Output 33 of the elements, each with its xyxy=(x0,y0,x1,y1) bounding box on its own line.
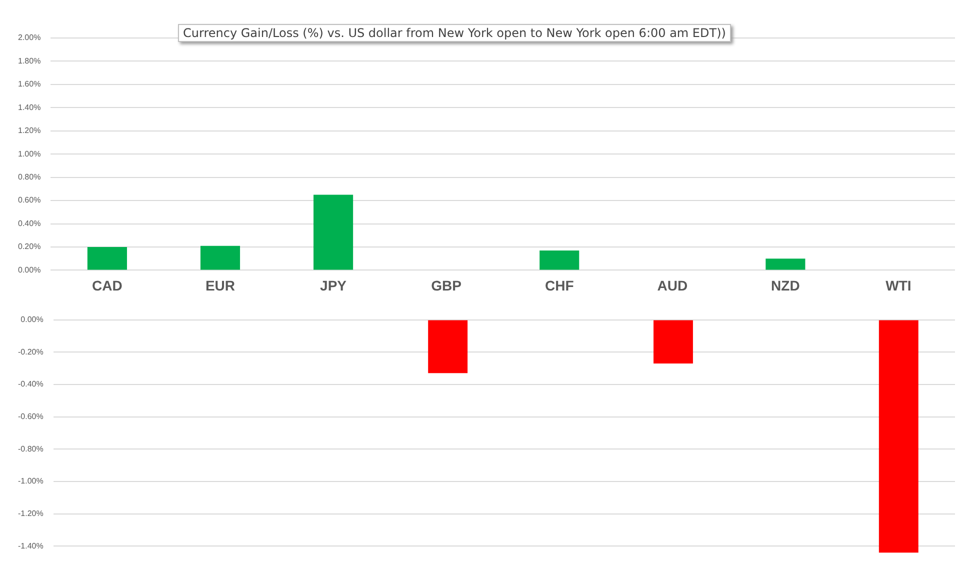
y-tick-label: -1.20% xyxy=(18,508,44,518)
y-tick-label: 1.60% xyxy=(18,80,41,89)
y-tick-label: 0.40% xyxy=(18,218,41,228)
bar xyxy=(314,194,354,270)
chart-title: Currency Gain/Loss (%) vs. US dollar from New York open to New York open 6:00 am EDT)) xyxy=(178,24,731,42)
y-tick-label: 1.40% xyxy=(18,102,41,112)
y-tick-label: 0.80% xyxy=(18,172,41,182)
x-tick-label: WTI xyxy=(886,277,912,294)
y-tick-label: 0.00% xyxy=(18,265,41,274)
y-tick-label: 1.20% xyxy=(18,126,41,136)
x-tick-label: CAD xyxy=(92,277,122,294)
y-tick-label: -1.00% xyxy=(18,476,44,486)
y-tick-label: -0.40% xyxy=(18,380,44,389)
y-tick-label: -0.60% xyxy=(18,412,44,421)
y-tick-label: -0.80% xyxy=(18,444,44,454)
bar xyxy=(200,246,240,270)
x-tick-label: CHF xyxy=(544,277,574,294)
x-tick-label: AUD xyxy=(657,277,688,294)
bar xyxy=(87,246,127,270)
y-tick-label: 0.60% xyxy=(18,196,41,205)
bar xyxy=(766,258,806,270)
y-tick-label: -1.40% xyxy=(18,541,44,550)
y-tick-label: 2.00% xyxy=(18,33,41,42)
y-tick-label: -0.20% xyxy=(18,347,44,356)
x-tick-label: EUR xyxy=(205,277,236,294)
y-tick-label: 0.00% xyxy=(20,315,44,324)
y-tick-label: 0.20% xyxy=(18,242,41,252)
x-tick-label: JPY xyxy=(320,277,348,294)
bar xyxy=(540,250,580,270)
x-tick-label: GBP xyxy=(431,277,462,294)
y-tick-label: 1.00% xyxy=(18,149,41,158)
x-tick-label: NZD xyxy=(771,277,800,294)
y-tick-label: 1.80% xyxy=(18,56,41,66)
